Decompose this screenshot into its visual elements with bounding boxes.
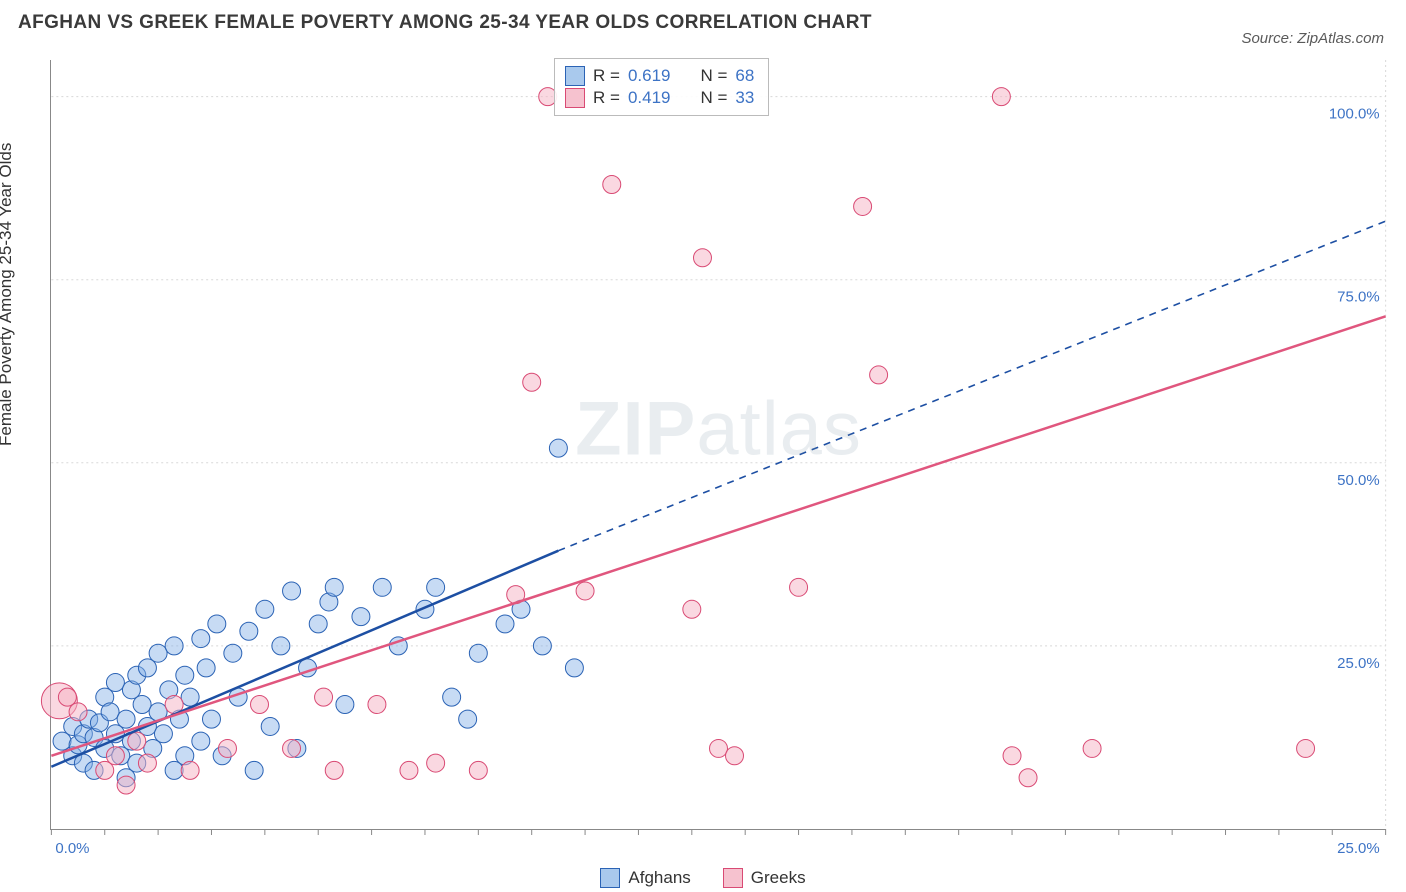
scatter-point [352,608,370,626]
scatter-point [576,582,594,600]
legend-bottom: Afghans Greeks [0,868,1406,888]
legend-top: R = 0.619 N = 68 R = 0.419 N = 33 [554,58,769,116]
scatter-point [549,439,567,457]
scatter-point [117,710,135,728]
scatter-point [870,366,888,384]
scatter-point [459,710,477,728]
y-axis-title: Female Poverty Among 25-34 Year Olds [0,143,16,446]
scatter-point [69,703,87,721]
scatter-point [1297,739,1315,757]
y-tick-label: 25.0% [1337,655,1379,672]
scatter-point [202,710,220,728]
chart-container: AFGHAN VS GREEK FEMALE POVERTY AMONG 25-… [0,0,1406,892]
scatter-point [219,739,237,757]
scatter-point [368,696,386,714]
trend-line [51,316,1385,755]
legend-r-value: 0.619 [628,66,671,86]
scatter-point [1003,747,1021,765]
scatter-point [192,732,210,750]
legend-top-row: R = 0.419 N = 33 [565,88,754,108]
scatter-point [1019,769,1037,787]
scatter-point [261,717,279,735]
legend-label: Afghans [628,868,690,888]
legend-r-value: 0.419 [628,88,671,108]
scatter-point [683,600,701,618]
scatter-point [101,703,119,721]
scatter-point [181,761,199,779]
scatter-point [138,754,156,772]
trend-line-dashed [558,221,1385,551]
legend-n-label: N = [700,88,727,108]
scatter-point [443,688,461,706]
scatter-point [325,761,343,779]
source-label: Source: ZipAtlas.com [1241,30,1384,47]
y-tick-label: 50.0% [1337,472,1379,489]
scatter-point [325,578,343,596]
y-tick-label: 100.0% [1329,106,1380,123]
legend-r-label: R = [593,88,620,108]
scatter-point [710,739,728,757]
scatter-point [117,776,135,794]
scatter-svg: 25.0%50.0%75.0%100.0%0.0%25.0% [51,60,1386,829]
x-tick-label: 0.0% [55,840,89,857]
scatter-point [245,761,263,779]
scatter-point [165,637,183,655]
scatter-point [128,732,146,750]
y-tick-label: 75.0% [1337,289,1379,306]
scatter-point [240,622,258,640]
scatter-point [106,674,124,692]
legend-n-label: N = [700,66,727,86]
legend-n-value: 33 [735,88,754,108]
scatter-point [133,696,151,714]
scatter-point [106,747,124,765]
scatter-point [603,176,621,194]
legend-swatch [565,88,585,108]
scatter-point [533,637,551,655]
scatter-point [256,600,274,618]
scatter-point [694,249,712,267]
scatter-point [790,578,808,596]
legend-top-row: R = 0.619 N = 68 [565,66,754,86]
scatter-point [469,761,487,779]
scatter-point [523,373,541,391]
scatter-point [496,615,514,633]
scatter-point [224,644,242,662]
scatter-point [272,637,290,655]
scatter-point [208,615,226,633]
scatter-point [315,688,333,706]
legend-swatch [723,868,743,888]
legend-n-value: 68 [735,66,754,86]
scatter-point [176,666,194,684]
scatter-point [469,644,487,662]
chart-title: AFGHAN VS GREEK FEMALE POVERTY AMONG 25-… [18,12,872,34]
scatter-point [251,696,269,714]
scatter-point [992,88,1010,106]
scatter-point [400,761,418,779]
scatter-point [373,578,391,596]
scatter-point [154,725,172,743]
scatter-point [427,578,445,596]
x-tick-label: 25.0% [1337,840,1379,857]
legend-bottom-item: Afghans [600,868,690,888]
scatter-point [427,754,445,772]
legend-swatch [600,868,620,888]
scatter-point [309,615,327,633]
scatter-point [192,630,210,648]
scatter-point [336,696,354,714]
scatter-point [149,644,167,662]
scatter-point [1083,739,1101,757]
plot-area: 25.0%50.0%75.0%100.0%0.0%25.0% ZIPatlas [50,60,1386,830]
legend-bottom-item: Greeks [723,868,806,888]
scatter-point [283,739,301,757]
scatter-point [726,747,744,765]
scatter-point [854,197,872,215]
scatter-point [181,688,199,706]
scatter-point [283,582,301,600]
scatter-point [197,659,215,677]
legend-label: Greeks [751,868,806,888]
legend-swatch [565,66,585,86]
scatter-point [565,659,583,677]
legend-r-label: R = [593,66,620,86]
